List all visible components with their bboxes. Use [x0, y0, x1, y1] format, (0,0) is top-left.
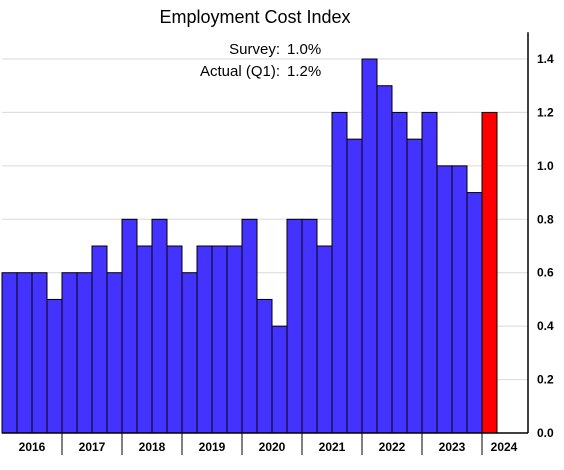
- y-tick-label: 0.2: [537, 373, 554, 387]
- bar: [361, 58, 378, 434]
- bar: [376, 85, 393, 434]
- axes: [2, 32, 529, 434]
- bar: [31, 272, 48, 434]
- bar: [211, 245, 228, 434]
- bar: [91, 245, 108, 434]
- bar: [346, 138, 363, 434]
- bar: [286, 218, 303, 434]
- bar: [196, 245, 213, 434]
- bar: [76, 272, 93, 434]
- x-tick-label: 2018: [139, 440, 166, 454]
- bar: [421, 111, 438, 434]
- annotation-survey: Survey: 1.0%: [229, 41, 321, 58]
- bar: [106, 272, 123, 434]
- bar: [226, 245, 243, 434]
- x-tick-label: 2022: [379, 440, 406, 454]
- bar: [166, 245, 183, 434]
- bar: [46, 298, 63, 434]
- y-tick-label: 1.0: [537, 159, 554, 173]
- bar: [181, 272, 198, 434]
- bar-highlight: [481, 111, 498, 434]
- x-tick-label: 2016: [19, 440, 46, 454]
- bar: [451, 165, 468, 434]
- bar: [16, 272, 33, 434]
- chart-title: Employment Cost Index: [159, 7, 350, 27]
- bar: [1, 272, 18, 434]
- annotation-actual-label: Actual (Q1):: [200, 63, 280, 80]
- x-tick-label: 2019: [199, 440, 226, 454]
- bar: [241, 218, 258, 434]
- y-tick-label: 0.0: [537, 426, 554, 440]
- bar: [121, 218, 138, 434]
- x-tick-label: 2020: [259, 440, 286, 454]
- bar: [436, 165, 453, 434]
- y-tick-label: 0.4: [537, 319, 554, 333]
- x-tick-label: 2021: [319, 440, 346, 454]
- y-tick-labels: 0.0 0.2 0.4 0.6 0.8 1.0 1.2 1.4: [537, 52, 554, 440]
- annotation-actual-value: 1.2%: [287, 63, 321, 80]
- annotation-survey-value: 1.0%: [287, 41, 321, 58]
- y-tick-label: 1.4: [537, 52, 554, 66]
- x-tick-labels: 2016 2017 2018 2019 2020 2021 2022 2023 2024: [19, 433, 518, 455]
- bar: [406, 138, 423, 434]
- y-tick-label: 1.2: [537, 105, 554, 119]
- bar: [466, 192, 483, 434]
- bar: [151, 218, 168, 434]
- bar: [256, 298, 273, 434]
- bar: [301, 218, 318, 434]
- x-tick-label: 2023: [439, 440, 466, 454]
- bar: [136, 245, 153, 434]
- bar: [61, 272, 78, 434]
- annotation-survey-label: Survey:: [229, 41, 280, 58]
- bar: [391, 111, 408, 434]
- bar: [316, 245, 333, 434]
- bar: [271, 325, 288, 434]
- x-tick-label: 2024: [491, 440, 518, 454]
- y-tick-label: 0.8: [537, 212, 554, 226]
- bar: [331, 111, 348, 434]
- annotation-actual: Actual (Q1): 1.2%: [200, 63, 321, 80]
- x-tick-label: 2017: [79, 440, 106, 454]
- y-tick-label: 0.6: [537, 266, 554, 280]
- bars: [1, 58, 498, 434]
